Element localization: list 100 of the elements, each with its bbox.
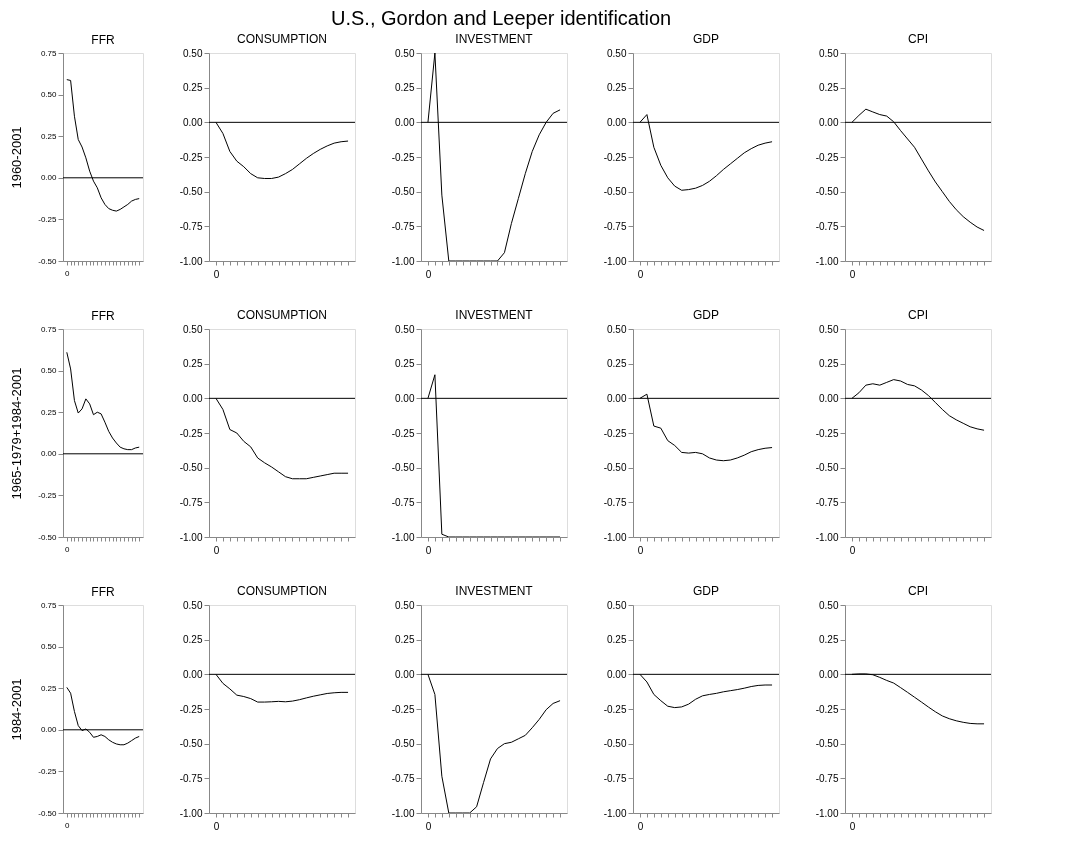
y-tick-label: -1.00 (815, 531, 839, 543)
y-tick-label: 0.25 (819, 358, 839, 370)
y-tick-label: 0.50 (183, 47, 203, 59)
y-tick-label: 0.00 (607, 392, 627, 404)
y-tick-label: -0.25 (815, 151, 839, 163)
y-tick-label: 0.00 (819, 668, 839, 680)
y-tick-label: 0.00 (40, 449, 58, 459)
x-tick-label: 0 (65, 544, 71, 554)
y-tick-label: -1.00 (603, 255, 627, 267)
y-tick-label: -0.50 (179, 738, 203, 750)
y-tick-label: 0.25 (607, 634, 627, 646)
y-tick-label: -0.50 (38, 256, 58, 266)
y-tick-label: -0.25 (603, 427, 627, 439)
y-tick-label: 0.00 (183, 116, 203, 128)
chart-title: INVESTMENT (455, 32, 534, 46)
chart-title: FFR (91, 585, 115, 599)
y-tick-label: 0.25 (819, 82, 839, 94)
y-tick-label: -0.25 (815, 703, 839, 715)
x-tick-label: 0 (213, 820, 220, 832)
y-tick-label: -0.75 (603, 220, 627, 232)
y-tick-label: 0.25 (819, 634, 839, 646)
y-tick-label: -0.50 (391, 462, 415, 474)
y-tick-label: -0.25 (38, 490, 58, 500)
y-tick-label: -0.75 (179, 220, 203, 232)
y-tick-label: -0.25 (815, 427, 839, 439)
x-tick-label: 0 (213, 544, 220, 556)
y-tick-label: 0.25 (40, 131, 58, 141)
y-tick-label: 0.00 (40, 173, 58, 183)
x-tick-label: 0 (213, 268, 220, 280)
y-tick-label: -0.75 (391, 496, 415, 508)
y-tick-label: -0.25 (391, 427, 415, 439)
y-tick-label: -0.75 (815, 772, 839, 784)
y-tick-label: -0.50 (815, 462, 839, 474)
y-tick-label: -0.75 (179, 496, 203, 508)
y-tick-label: 0.25 (183, 634, 203, 646)
y-tick-label: -0.25 (179, 703, 203, 715)
y-tick-label: 0.25 (395, 358, 415, 370)
chart-title: CONSUMPTION (237, 32, 327, 46)
x-tick-label: 0 (637, 820, 644, 832)
x-tick-label: 0 (849, 268, 856, 280)
y-tick-label: -0.25 (38, 214, 58, 224)
y-tick-label: 0.50 (395, 599, 415, 611)
x-tick-label: 0 (65, 820, 71, 830)
x-tick-label: 0 (425, 820, 432, 832)
y-tick-label: 0.00 (819, 392, 839, 404)
y-tick-label: -0.50 (391, 738, 415, 750)
y-tick-label: 0.00 (395, 116, 415, 128)
x-tick-label: 0 (425, 544, 432, 556)
y-tick-label: -0.50 (603, 186, 627, 198)
x-tick-label: 0 (65, 268, 71, 278)
y-tick-label: 0.75 (40, 48, 58, 58)
line-series (66, 351, 140, 451)
chart-title: FFR (91, 33, 115, 47)
chart-title: GDP (692, 584, 720, 598)
y-tick-label: -0.50 (815, 738, 839, 750)
y-tick-label: -0.75 (179, 772, 203, 784)
y-tick-label: -1.00 (815, 807, 839, 819)
y-tick-label: 0.50 (183, 323, 203, 335)
y-tick-label: -0.50 (815, 186, 839, 198)
y-tick-label: 0.75 (40, 324, 58, 334)
y-tick-label: -0.50 (391, 186, 415, 198)
text: U.S., Gordon and Leeper identification (331, 6, 672, 29)
chart-title: INVESTMENT (455, 308, 534, 322)
y-tick-label: -0.75 (815, 496, 839, 508)
y-tick-label: -0.75 (603, 496, 627, 508)
y-tick-label: 0.00 (395, 668, 415, 680)
y-tick-label: -0.75 (603, 772, 627, 784)
y-tick-label: -0.50 (603, 738, 627, 750)
y-tick-label: -0.50 (179, 462, 203, 474)
y-tick-label: 0.00 (183, 392, 203, 404)
y-tick-label: 0.25 (607, 82, 627, 94)
y-tick-label: 0.25 (607, 358, 627, 370)
y-tick-label: -0.25 (38, 766, 58, 776)
y-tick-label: -1.00 (179, 531, 203, 543)
chart-title: INVESTMENT (455, 584, 534, 598)
x-tick-label: 0 (849, 820, 856, 832)
y-tick-label: 0.50 (819, 323, 839, 335)
y-tick-label: 0.50 (607, 323, 627, 335)
y-tick-label: 0.75 (40, 600, 58, 610)
y-tick-label: -0.25 (391, 703, 415, 715)
y-tick-label: -0.25 (603, 151, 627, 163)
y-tick-label: -0.25 (179, 427, 203, 439)
y-tick-label: -0.50 (38, 532, 58, 542)
y-tick-label: 0.25 (40, 407, 58, 417)
y-tick-label: 0.50 (395, 323, 415, 335)
y-tick-label: -1.00 (179, 807, 203, 819)
y-tick-label: 0.25 (40, 683, 58, 693)
y-tick-label: -1.00 (603, 531, 627, 543)
y-tick-label: 0.50 (40, 642, 58, 652)
y-tick-label: -0.50 (603, 462, 627, 474)
y-tick-label: 0.00 (40, 725, 58, 735)
y-tick-label: 0.50 (607, 599, 627, 611)
x-tick-label: 0 (425, 268, 432, 280)
y-tick-label: 0.50 (40, 90, 58, 100)
y-tick-label: 0.50 (395, 47, 415, 59)
x-tick-label: 0 (849, 544, 856, 556)
chart-title: FFR (91, 309, 115, 323)
y-tick-label: 0.25 (395, 634, 415, 646)
chart-title: CPI (907, 584, 929, 598)
y-tick-label: 0.50 (183, 599, 203, 611)
